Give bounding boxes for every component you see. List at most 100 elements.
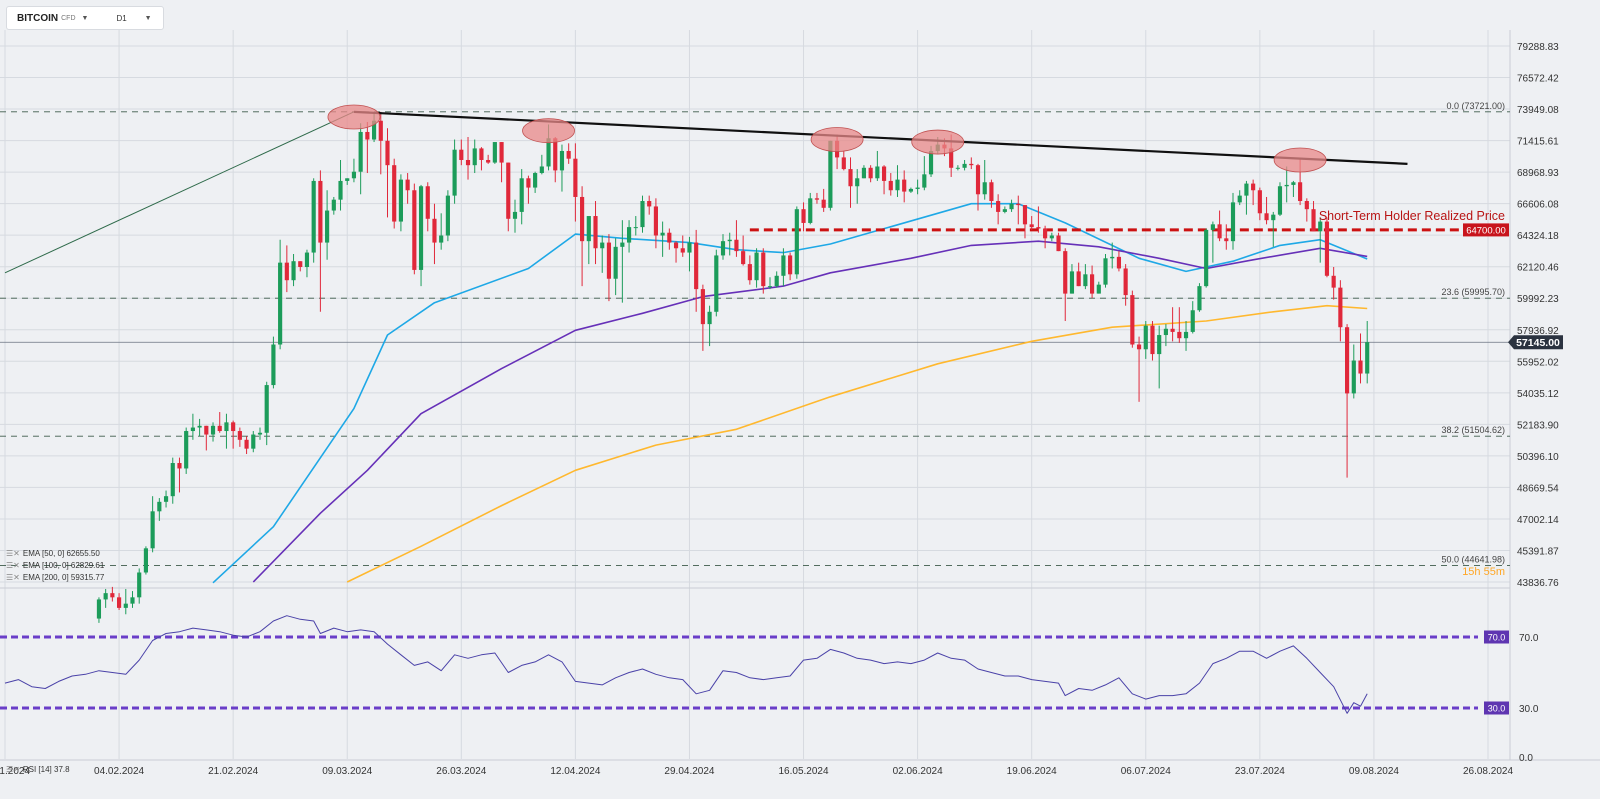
- candle-body: [1324, 221, 1330, 276]
- candle-body: [1271, 214, 1276, 221]
- candle-body: [895, 179, 900, 191]
- y-tick-label: 62120.46: [1517, 263, 1559, 274]
- candles: [96, 111, 1370, 623]
- candle-body: [1150, 325, 1155, 355]
- y-tick-label: 54035.12: [1517, 389, 1559, 400]
- candle-body: [251, 434, 256, 449]
- candle-body: [962, 163, 967, 168]
- x-tick-label: 09.08.2024: [1349, 766, 1399, 777]
- candle-body: [385, 140, 390, 166]
- timeframe-selector[interactable]: D1: [116, 13, 127, 23]
- ema50-legend[interactable]: ☰✕ EMA [50, 0] 62655.50: [6, 549, 100, 558]
- candle-body: [908, 188, 913, 192]
- candle-body: [667, 232, 672, 243]
- indicator-settings-icon[interactable]: ☰✕: [6, 765, 20, 774]
- y-tick-label: 79288.83: [1517, 42, 1559, 53]
- rsi-legend[interactable]: ☰✕ RSI [14] 37.8: [6, 765, 70, 774]
- candle-body: [747, 264, 752, 281]
- candle-body: [291, 261, 296, 281]
- candle-body: [573, 158, 578, 197]
- candle-body: [338, 180, 343, 200]
- x-tick-label: 16.05.2024: [779, 766, 829, 777]
- candle-body: [653, 206, 658, 236]
- candle-body: [257, 432, 263, 435]
- peak-marker[interactable]: [1273, 147, 1327, 173]
- peak-marker[interactable]: [810, 127, 864, 152]
- candle-body: [707, 311, 712, 325]
- resistance-trendline: [353, 110, 1408, 165]
- candle-body: [1163, 328, 1168, 336]
- realized-price-label: Short-Term Holder Realized Price: [1319, 209, 1505, 223]
- candle-body: [412, 190, 417, 270]
- candle-body: [177, 463, 182, 469]
- symbol-type: CFD: [61, 14, 76, 22]
- candle-body: [452, 149, 457, 196]
- y-tick-label: 59992.23: [1517, 294, 1559, 305]
- symbol-selector[interactable]: BITCOIN CFD ▼ D1 ▼: [6, 6, 164, 30]
- candle-body: [1230, 202, 1236, 242]
- rsi-band-badge: [1484, 701, 1509, 715]
- candle-body: [1338, 287, 1343, 328]
- candle-body: [1009, 203, 1014, 210]
- candle-body: [600, 242, 605, 249]
- candle-body: [499, 142, 504, 163]
- candle-body: [284, 262, 289, 281]
- candle-body: [1063, 251, 1068, 294]
- current-price-badge: [1508, 335, 1563, 350]
- candle-body: [1197, 286, 1202, 311]
- y-tick-label: 45391.87: [1517, 546, 1559, 557]
- candle-body: [1237, 195, 1242, 203]
- candle-body: [365, 131, 370, 140]
- candle-body: [808, 198, 813, 223]
- candle-body: [687, 242, 692, 253]
- candle-body: [781, 255, 786, 276]
- candle-body: [1224, 238, 1229, 242]
- candle-body: [586, 216, 591, 242]
- candle-body: [566, 150, 571, 159]
- candle-body: [325, 210, 330, 243]
- candle-body: [1136, 344, 1142, 350]
- x-tick-label: 29.04.2024: [664, 766, 714, 777]
- rsi-line: [4, 615, 1368, 714]
- candle-body: [311, 180, 316, 253]
- candle-body: [170, 463, 175, 497]
- candle-body: [137, 572, 142, 598]
- candle-body: [767, 286, 773, 288]
- timeframe-dropdown-icon[interactable]: ▼: [144, 14, 152, 22]
- candle-body: [794, 209, 799, 275]
- candle-body: [479, 148, 484, 160]
- candle-body: [1298, 182, 1303, 202]
- candle-body: [1123, 268, 1128, 296]
- candle-body: [673, 242, 679, 249]
- indicator-settings-icon[interactable]: ☰✕: [6, 549, 20, 558]
- candle-body: [271, 344, 276, 386]
- candle-body: [298, 261, 303, 268]
- candle-body: [774, 275, 779, 287]
- y-tick-label: 48669.54: [1517, 483, 1559, 494]
- symbol-dropdown-icon[interactable]: ▼: [81, 14, 89, 22]
- candle-body: [660, 232, 665, 236]
- indicator-settings-icon[interactable]: ☰✕: [6, 561, 20, 570]
- fib-level-label: 50.0 (44641.98): [1441, 555, 1505, 565]
- candle-body: [714, 255, 719, 312]
- candle-body: [559, 150, 565, 171]
- candle-body: [1251, 183, 1256, 191]
- ema100-legend[interactable]: ☰✕ EMA [100, 0] 62829.61: [6, 561, 105, 570]
- candle-body: [1190, 310, 1195, 332]
- candle-body: [425, 186, 430, 219]
- indicator-settings-icon[interactable]: ☰✕: [6, 573, 20, 582]
- peak-marker[interactable]: [522, 118, 575, 144]
- peak-marker[interactable]: [911, 129, 965, 155]
- candle-body: [150, 511, 155, 549]
- candle-body: [841, 157, 846, 170]
- candle-body: [123, 603, 128, 608]
- x-tick-label: 23.07.2024: [1235, 766, 1285, 777]
- candle-body: [788, 255, 793, 275]
- peak-marker[interactable]: [327, 104, 381, 130]
- candle-body: [982, 182, 987, 195]
- y-tick-label: 71415.61: [1517, 137, 1559, 148]
- candle-body: [855, 178, 860, 187]
- ema200-legend[interactable]: ☰✕ EMA [200, 0] 59315.77: [6, 573, 105, 582]
